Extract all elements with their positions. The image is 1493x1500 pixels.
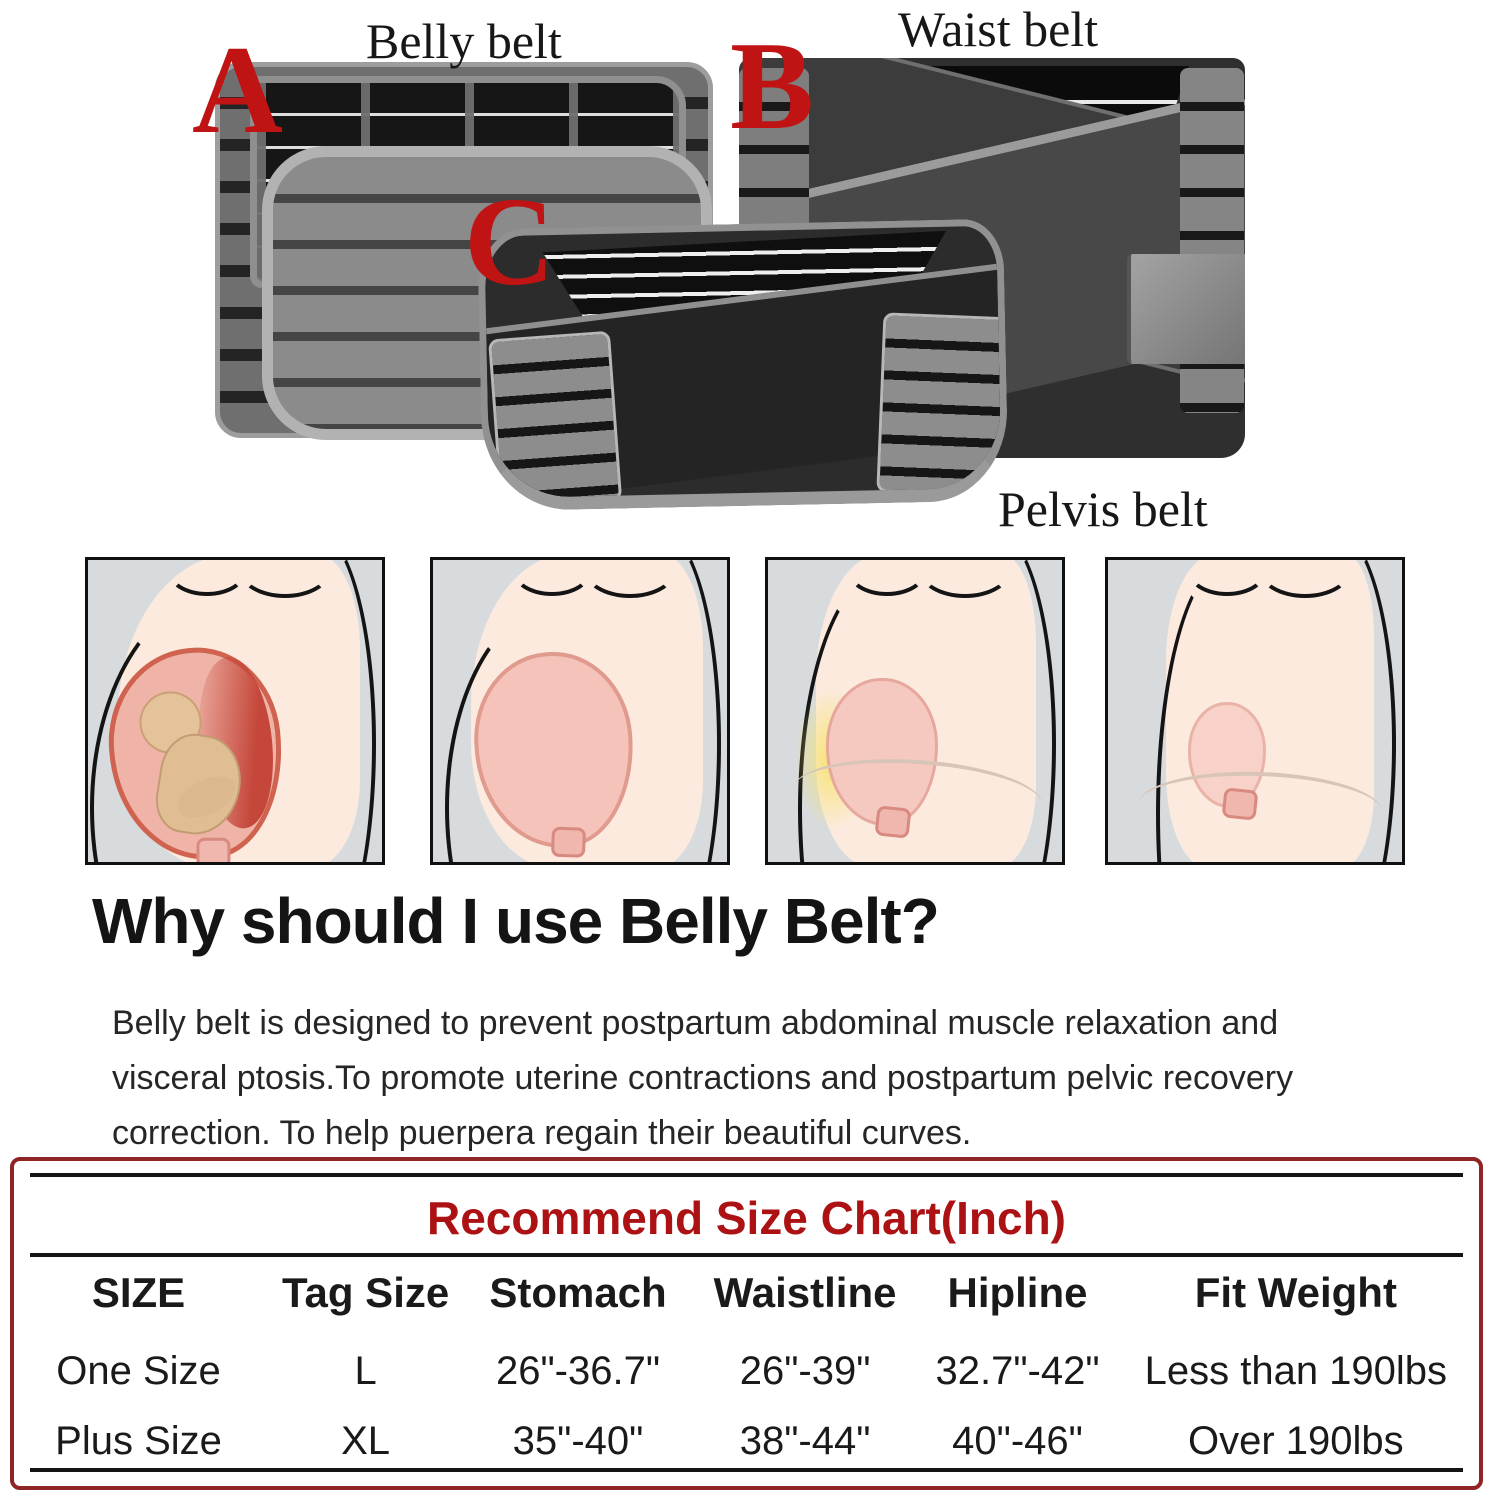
pelvis-belt-right-elastic (876, 312, 1009, 498)
section-description: Belly belt is designed to prevent postpa… (112, 996, 1293, 1161)
pelvis-belt-left-elastic (488, 330, 623, 510)
waist-belt-velcro-patch (1127, 254, 1245, 364)
waist-belt-label: Waist belt (898, 1, 1099, 57)
size-chart-row-plus-size: Plus Size XL 35"-40" 38"-44" 40"-46" Ove… (14, 1419, 1479, 1464)
uterus-illustration (826, 678, 938, 826)
cell-size: One Size (56, 1349, 221, 1393)
cell-fit-weight: Less than 190lbs (1144, 1349, 1448, 1393)
marker-a: A (192, 21, 283, 160)
column-header-waistline: Waistline (713, 1269, 897, 1316)
cell-tag-size: XL (341, 1419, 391, 1463)
cell-hipline: 32.7"-42" (935, 1349, 1100, 1393)
cell-waistline: 38"-44" (739, 1419, 871, 1463)
column-header-tag-size: Tag Size (281, 1269, 450, 1316)
back-contour-line (938, 560, 1056, 862)
pelvis-belt-photo (477, 218, 1009, 512)
breast-contour-line (511, 560, 593, 596)
section-heading: Why should I use Belly Belt? (92, 885, 940, 957)
back-contour-line (1278, 560, 1396, 862)
column-header-stomach: Stomach (489, 1269, 667, 1316)
divider-line (30, 1253, 1463, 1257)
stage-panel-pregnancy (85, 557, 385, 865)
cell-stomach: 35"-40" (512, 1419, 644, 1463)
back-contour-line (603, 560, 721, 862)
column-header-size: SIZE (91, 1269, 186, 1316)
size-chart-row-one-size: One Size L 26"-36.7" 26"-39" 32.7"-42" L… (14, 1349, 1479, 1394)
belly-belt-label: Belly belt (366, 13, 562, 69)
pelvis-belt-label: Pelvis belt (998, 481, 1208, 537)
cell-waistline: 26"-39" (739, 1349, 871, 1393)
cell-fit-weight: Over 190lbs (1188, 1419, 1404, 1463)
divider-line (30, 1468, 1463, 1472)
column-header-hipline: Hipline (947, 1269, 1088, 1316)
uterus-illustration (1188, 702, 1266, 808)
marker-c: C (464, 173, 555, 312)
back-contour-line (258, 560, 376, 862)
description-line: visceral ptosis.To promote uterine contr… (112, 1059, 1294, 1097)
cell-tag-size: L (354, 1349, 377, 1393)
cell-size: Plus Size (55, 1419, 222, 1463)
stage-panel-recovered (1105, 557, 1405, 865)
belts-photo-section: Belly belt Waist belt Pelvis belt A B C (0, 0, 1493, 557)
stage-panel-postpartum-large-uterus (430, 557, 730, 865)
marker-b: B (730, 17, 815, 156)
cell-hipline: 40"-46" (952, 1419, 1083, 1463)
size-chart-title: Recommend Size Chart(Inch) (427, 1192, 1066, 1244)
description-line: Belly belt is designed to prevent postpa… (112, 1004, 1279, 1042)
divider-line (30, 1173, 1463, 1177)
column-header-fit-weight: Fit Weight (1194, 1269, 1397, 1316)
size-chart: Recommend Size Chart(Inch) SIZE Tag Size… (10, 1157, 1483, 1490)
size-chart-header-row: SIZE Tag Size Stomach Waistline Hipline … (14, 1269, 1479, 1317)
stage-panel-shrinking-uterus (765, 557, 1065, 865)
description-line: correction. To help puerpera regain thei… (112, 1114, 972, 1152)
cell-stomach: 26"-36.7" (495, 1349, 661, 1393)
